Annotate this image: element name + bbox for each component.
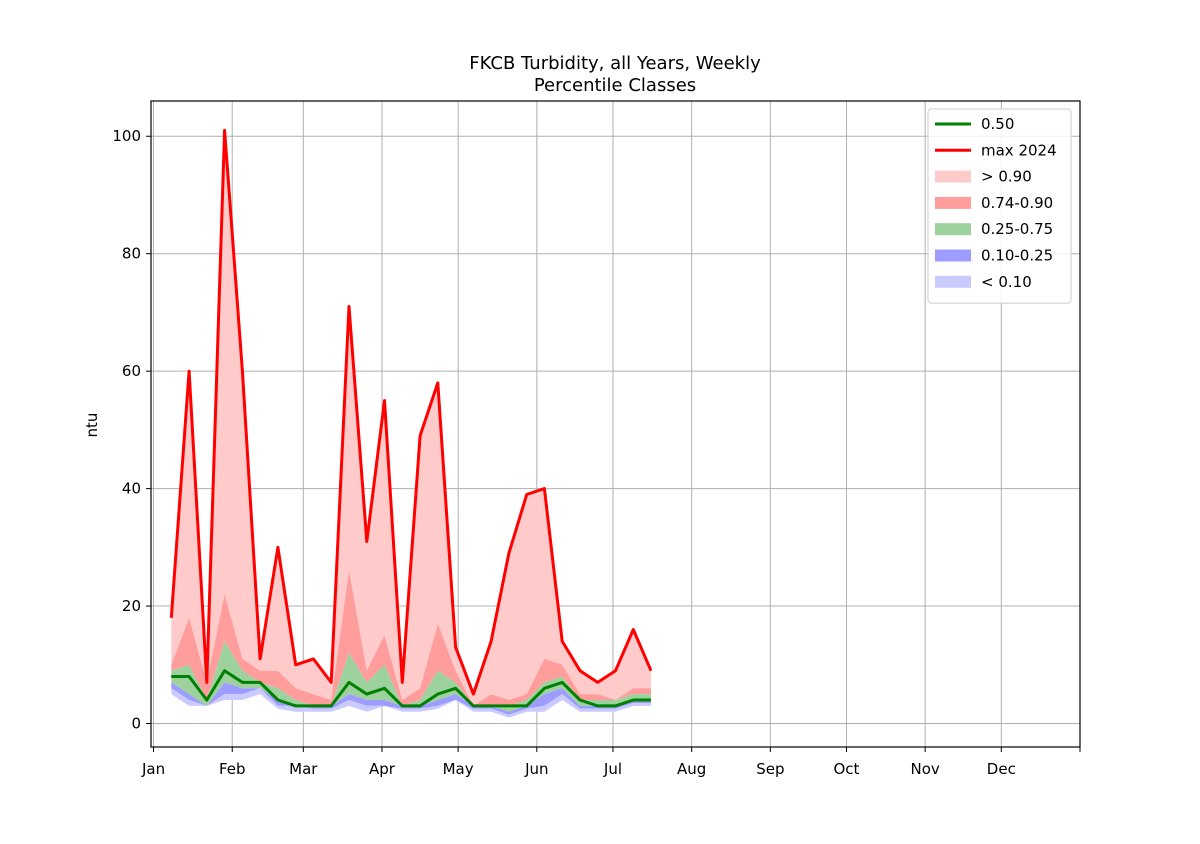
x-tick-label-10: Nov bbox=[911, 760, 940, 778]
y-tick-label-0: 0 bbox=[131, 715, 141, 733]
legend-swatch-2 bbox=[935, 170, 971, 183]
series-line-1 bbox=[169, 128, 653, 696]
chart-subtitle: Percentile Classes bbox=[534, 75, 696, 96]
plot-frame bbox=[150, 100, 1081, 748]
x-tick-label-9: Oct bbox=[834, 760, 860, 778]
percentile-bands bbox=[171, 130, 652, 718]
x-tick-label-0: Jan bbox=[141, 760, 165, 778]
y-tick-label-2: 40 bbox=[122, 480, 141, 498]
x-tick-label-2: Mar bbox=[289, 760, 318, 778]
x-tick-label-8: Sep bbox=[756, 760, 784, 778]
y-tick-label-4: 80 bbox=[122, 245, 141, 263]
x-tick-label-6: Jul bbox=[603, 760, 622, 778]
legend-label-2: > 0.90 bbox=[981, 168, 1032, 186]
y-tick-label-3: 60 bbox=[122, 362, 141, 380]
legend-label-1: max 2024 bbox=[981, 141, 1057, 159]
legend-label-6: < 0.10 bbox=[981, 273, 1032, 291]
legend-label-4: 0.25-0.75 bbox=[981, 220, 1053, 238]
x-tick-label-11: Dec bbox=[987, 760, 1016, 778]
x-tick-label-1: Feb bbox=[219, 760, 246, 778]
legend-label-3: 0.74-0.90 bbox=[981, 194, 1053, 212]
y-axis-label: ntu bbox=[83, 413, 101, 438]
series-lines bbox=[169, 128, 653, 708]
legend-swatch-4 bbox=[935, 223, 971, 236]
y-tick-label-1: 20 bbox=[122, 597, 141, 615]
x-tick-label-5: Jun bbox=[524, 760, 548, 778]
legend: 0.50 max 2024 > 0.90 0.74-0.90 0.25-0.75 0.10… bbox=[927, 108, 1072, 304]
legend-label-5: 0.10-0.25 bbox=[981, 247, 1053, 265]
x-tick-label-7: Aug bbox=[677, 760, 706, 778]
x-tick-label-4: May bbox=[443, 760, 474, 778]
series-line-0 bbox=[171, 669, 651, 708]
y-tick-label-5: 100 bbox=[112, 127, 141, 145]
x-tick-label-3: Apr bbox=[369, 760, 396, 778]
legend-swatch-6 bbox=[935, 275, 971, 288]
band-0 bbox=[171, 130, 652, 706]
legend-label-0: 0.50 bbox=[981, 115, 1014, 133]
band-3 bbox=[171, 682, 652, 715]
axes: Jan Feb Mar Apr May Jun Jul Aug Sep Oct Nov Dec 0 20 4… bbox=[112, 100, 1081, 778]
legend-swatch-3 bbox=[935, 196, 971, 209]
legend-swatch-5 bbox=[935, 249, 971, 262]
chart-title: FKCB Turbidity, all Years, Weekly bbox=[469, 53, 761, 74]
band-4 bbox=[171, 688, 652, 718]
